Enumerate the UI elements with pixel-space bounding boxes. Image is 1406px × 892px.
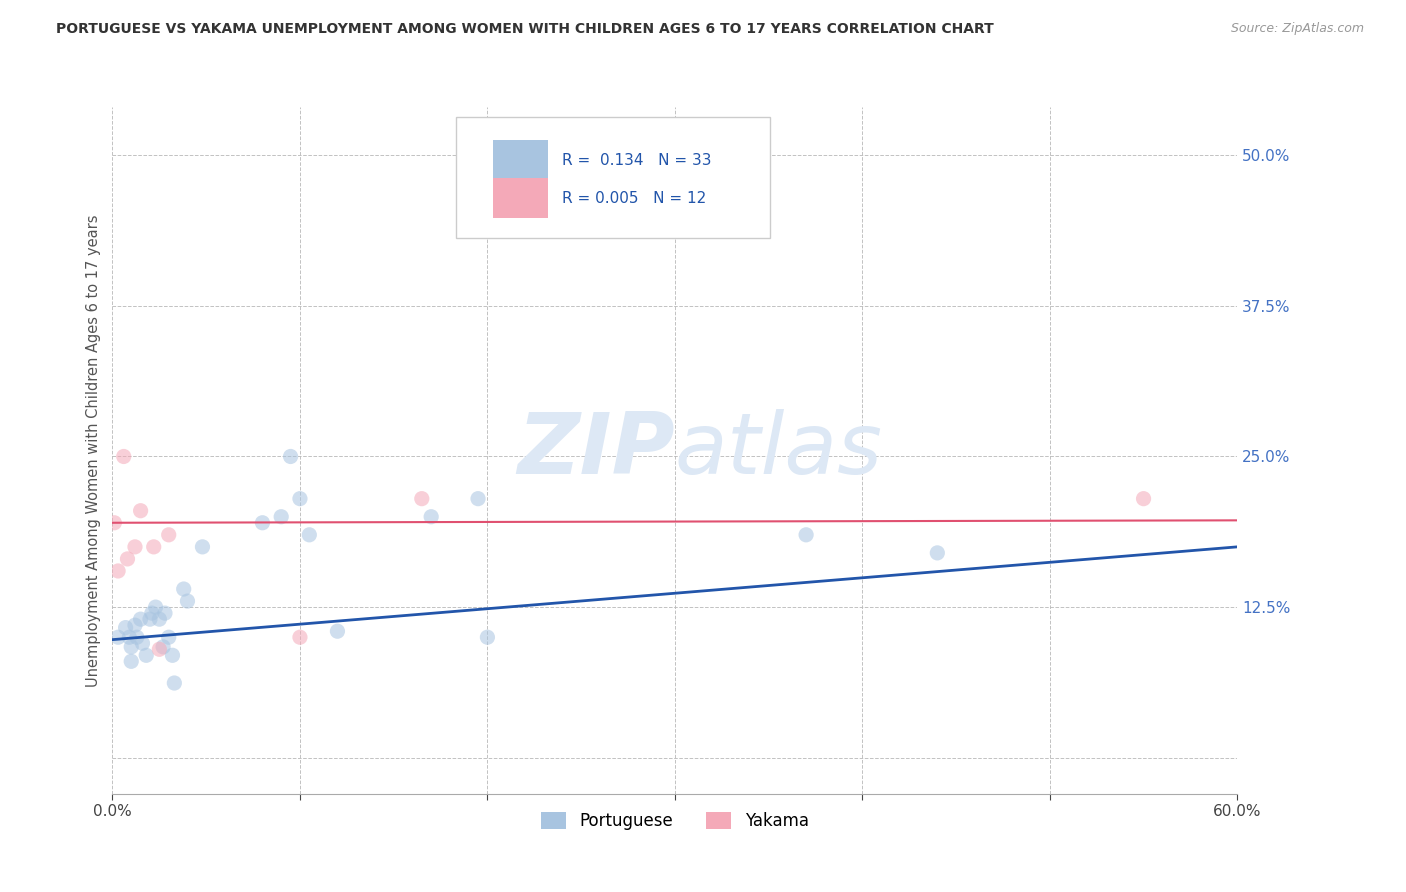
Point xyxy=(118,630,141,644)
Point xyxy=(1132,491,1154,506)
Point xyxy=(420,509,443,524)
Point xyxy=(117,552,139,566)
FancyBboxPatch shape xyxy=(456,118,770,237)
Point xyxy=(120,654,142,668)
Point xyxy=(148,642,170,657)
Point xyxy=(148,612,170,626)
Point xyxy=(107,564,129,578)
Point xyxy=(288,630,311,644)
Point xyxy=(270,509,292,524)
Point xyxy=(176,594,198,608)
Point xyxy=(252,516,274,530)
FancyBboxPatch shape xyxy=(492,178,548,219)
Point xyxy=(191,540,214,554)
Point xyxy=(120,640,142,654)
Point xyxy=(298,528,321,542)
Point xyxy=(927,546,949,560)
Point xyxy=(163,676,186,690)
Text: R = 0.005   N = 12: R = 0.005 N = 12 xyxy=(562,191,707,205)
Point xyxy=(173,582,195,596)
FancyBboxPatch shape xyxy=(492,140,548,180)
Point xyxy=(145,600,167,615)
Point xyxy=(411,491,433,506)
Point xyxy=(477,630,499,644)
Legend: Portuguese, Yakama: Portuguese, Yakama xyxy=(534,805,815,837)
Point xyxy=(280,450,302,464)
Point xyxy=(467,491,489,506)
Point xyxy=(162,648,184,663)
Text: ZIP: ZIP xyxy=(517,409,675,492)
Point xyxy=(135,648,157,663)
Text: Source: ZipAtlas.com: Source: ZipAtlas.com xyxy=(1230,22,1364,36)
Point xyxy=(112,450,135,464)
Point xyxy=(129,612,152,626)
Point xyxy=(103,516,125,530)
Point xyxy=(129,504,152,518)
Point xyxy=(107,630,129,644)
Point xyxy=(124,618,146,632)
Text: R =  0.134   N = 33: R = 0.134 N = 33 xyxy=(562,153,711,168)
Point xyxy=(139,612,162,626)
Point xyxy=(326,624,349,639)
Point xyxy=(157,528,180,542)
Point xyxy=(141,606,163,620)
Text: PORTUGUESE VS YAKAMA UNEMPLOYMENT AMONG WOMEN WITH CHILDREN AGES 6 TO 17 YEARS C: PORTUGUESE VS YAKAMA UNEMPLOYMENT AMONG … xyxy=(56,22,994,37)
Point xyxy=(794,528,817,542)
Point xyxy=(124,540,146,554)
Point xyxy=(153,606,176,620)
Point xyxy=(114,621,136,635)
Point xyxy=(131,636,153,650)
Y-axis label: Unemployment Among Women with Children Ages 6 to 17 years: Unemployment Among Women with Children A… xyxy=(86,214,101,687)
Point xyxy=(157,630,180,644)
Text: atlas: atlas xyxy=(675,409,883,492)
Point xyxy=(288,491,311,506)
Point xyxy=(142,540,165,554)
Point xyxy=(125,630,148,644)
Point xyxy=(152,640,174,654)
